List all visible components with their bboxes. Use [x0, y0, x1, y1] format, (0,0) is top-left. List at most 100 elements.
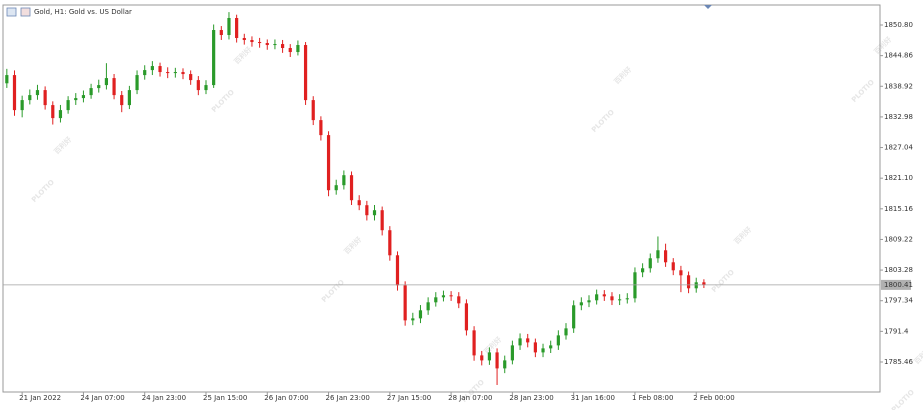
candle-body [380, 210, 384, 231]
candle-body [411, 318, 415, 321]
y-tick-label: 1797.34 [884, 297, 913, 305]
y-tick-label: 1791.4 [884, 327, 909, 335]
candle-body [104, 78, 109, 86]
candle-body [311, 100, 315, 121]
candle-body [303, 45, 308, 101]
watermark-text: 百利好 [232, 45, 253, 66]
candle-body [189, 74, 193, 81]
y-tick-label: 1815.16 [884, 205, 913, 213]
candle-body [686, 275, 691, 289]
candle-body [510, 345, 514, 361]
candle-body [472, 330, 476, 356]
watermark-brand: PLOTIO [320, 278, 346, 304]
y-tick-label: 1827.04 [884, 144, 913, 152]
x-tick-label: 24 Jan 23:00 [142, 394, 186, 402]
candle-body [610, 296, 614, 301]
candle-body [51, 105, 55, 119]
candle-body [349, 175, 354, 201]
candle-body [487, 352, 492, 361]
watermark: PLOTIO 百利好 [890, 345, 923, 410]
candle-body [648, 258, 652, 269]
candle-body [549, 345, 553, 349]
candle-body [587, 300, 591, 303]
candle-body [495, 352, 499, 369]
candle-body [227, 17, 231, 36]
candle-body [28, 95, 32, 101]
shift-marker [704, 5, 712, 9]
candle-body [679, 270, 683, 276]
watermark-brand: PLOTIO [210, 88, 236, 114]
watermark-brand: PLOTIO [890, 388, 916, 410]
candle-body [166, 72, 170, 74]
candle-body [633, 272, 637, 299]
candle-body [388, 230, 392, 256]
candle-body [541, 348, 545, 353]
x-tick-label: 21 Jan 2022 [19, 394, 61, 402]
candle-body [173, 72, 177, 74]
y-tick-label: 1844.86 [884, 52, 913, 60]
candle-body [120, 95, 124, 106]
candle-body [403, 285, 407, 321]
candle-body [12, 75, 17, 111]
watermarks: PLOTIO 百利好 PLOTIO 百利好 PLOTIO 百利好 PLOTIO 百利好 PLOT… [30, 35, 923, 410]
candle-body [595, 294, 599, 301]
header-icons [6, 7, 31, 17]
candle-body [250, 40, 254, 43]
candle-body [395, 255, 400, 286]
icon [20, 7, 31, 17]
x-tick-label: 26 Jan 07:00 [264, 394, 308, 402]
candle-body [74, 98, 78, 101]
watermark-text: 百利好 [52, 135, 73, 156]
candle-body [372, 210, 377, 216]
watermark-text: 百利好 [612, 65, 633, 86]
icon [6, 7, 17, 17]
candle-body [357, 200, 361, 206]
candle-body [97, 85, 101, 89]
candle-body [641, 268, 645, 273]
candle-body [334, 185, 338, 191]
candle-body [35, 90, 40, 96]
candle-body [518, 338, 522, 346]
watermark-brand: PLOTIO [710, 268, 736, 294]
x-tick-label: 28 Jan 23:00 [509, 394, 553, 402]
y-tick-label: 1821.10 [884, 174, 913, 182]
candle-body [526, 338, 530, 343]
y-tick-label: 1809.22 [884, 235, 913, 243]
candle-body [418, 310, 423, 319]
candle-body [66, 100, 70, 111]
candle-body [127, 90, 131, 106]
candle-body [20, 100, 24, 111]
x-tick-label: 28 Jan 07:00 [448, 394, 492, 402]
watermark-text: 百利好 [482, 335, 503, 356]
candle-body [181, 72, 185, 75]
watermark-brand: PLOTIO [590, 108, 616, 134]
candle-body [464, 303, 469, 331]
candle-body [280, 44, 285, 49]
candle-body [480, 355, 484, 361]
candle-body [564, 328, 568, 336]
candle-body [503, 360, 507, 369]
candle-body [81, 95, 86, 99]
candle-body [112, 78, 116, 96]
x-tick-label: 27 Jan 15:00 [387, 394, 431, 402]
candle-body [671, 262, 675, 271]
candle-body [296, 45, 300, 53]
candle-body [449, 295, 453, 297]
candle-body [288, 48, 292, 53]
x-tick-label: 24 Jan 07:00 [80, 394, 124, 402]
candle-body [441, 295, 446, 298]
y-tick-label: 1785.46 [884, 358, 913, 366]
candle-body [196, 80, 200, 91]
candle-body [219, 30, 223, 36]
candle-body [273, 44, 277, 46]
candle-body [235, 17, 239, 39]
candle-body [342, 175, 346, 186]
candle-body [702, 282, 706, 285]
candle-body [434, 297, 438, 303]
candle-body [143, 70, 147, 76]
candle-body [258, 42, 262, 44]
watermark-text: 百利好 [912, 345, 923, 366]
